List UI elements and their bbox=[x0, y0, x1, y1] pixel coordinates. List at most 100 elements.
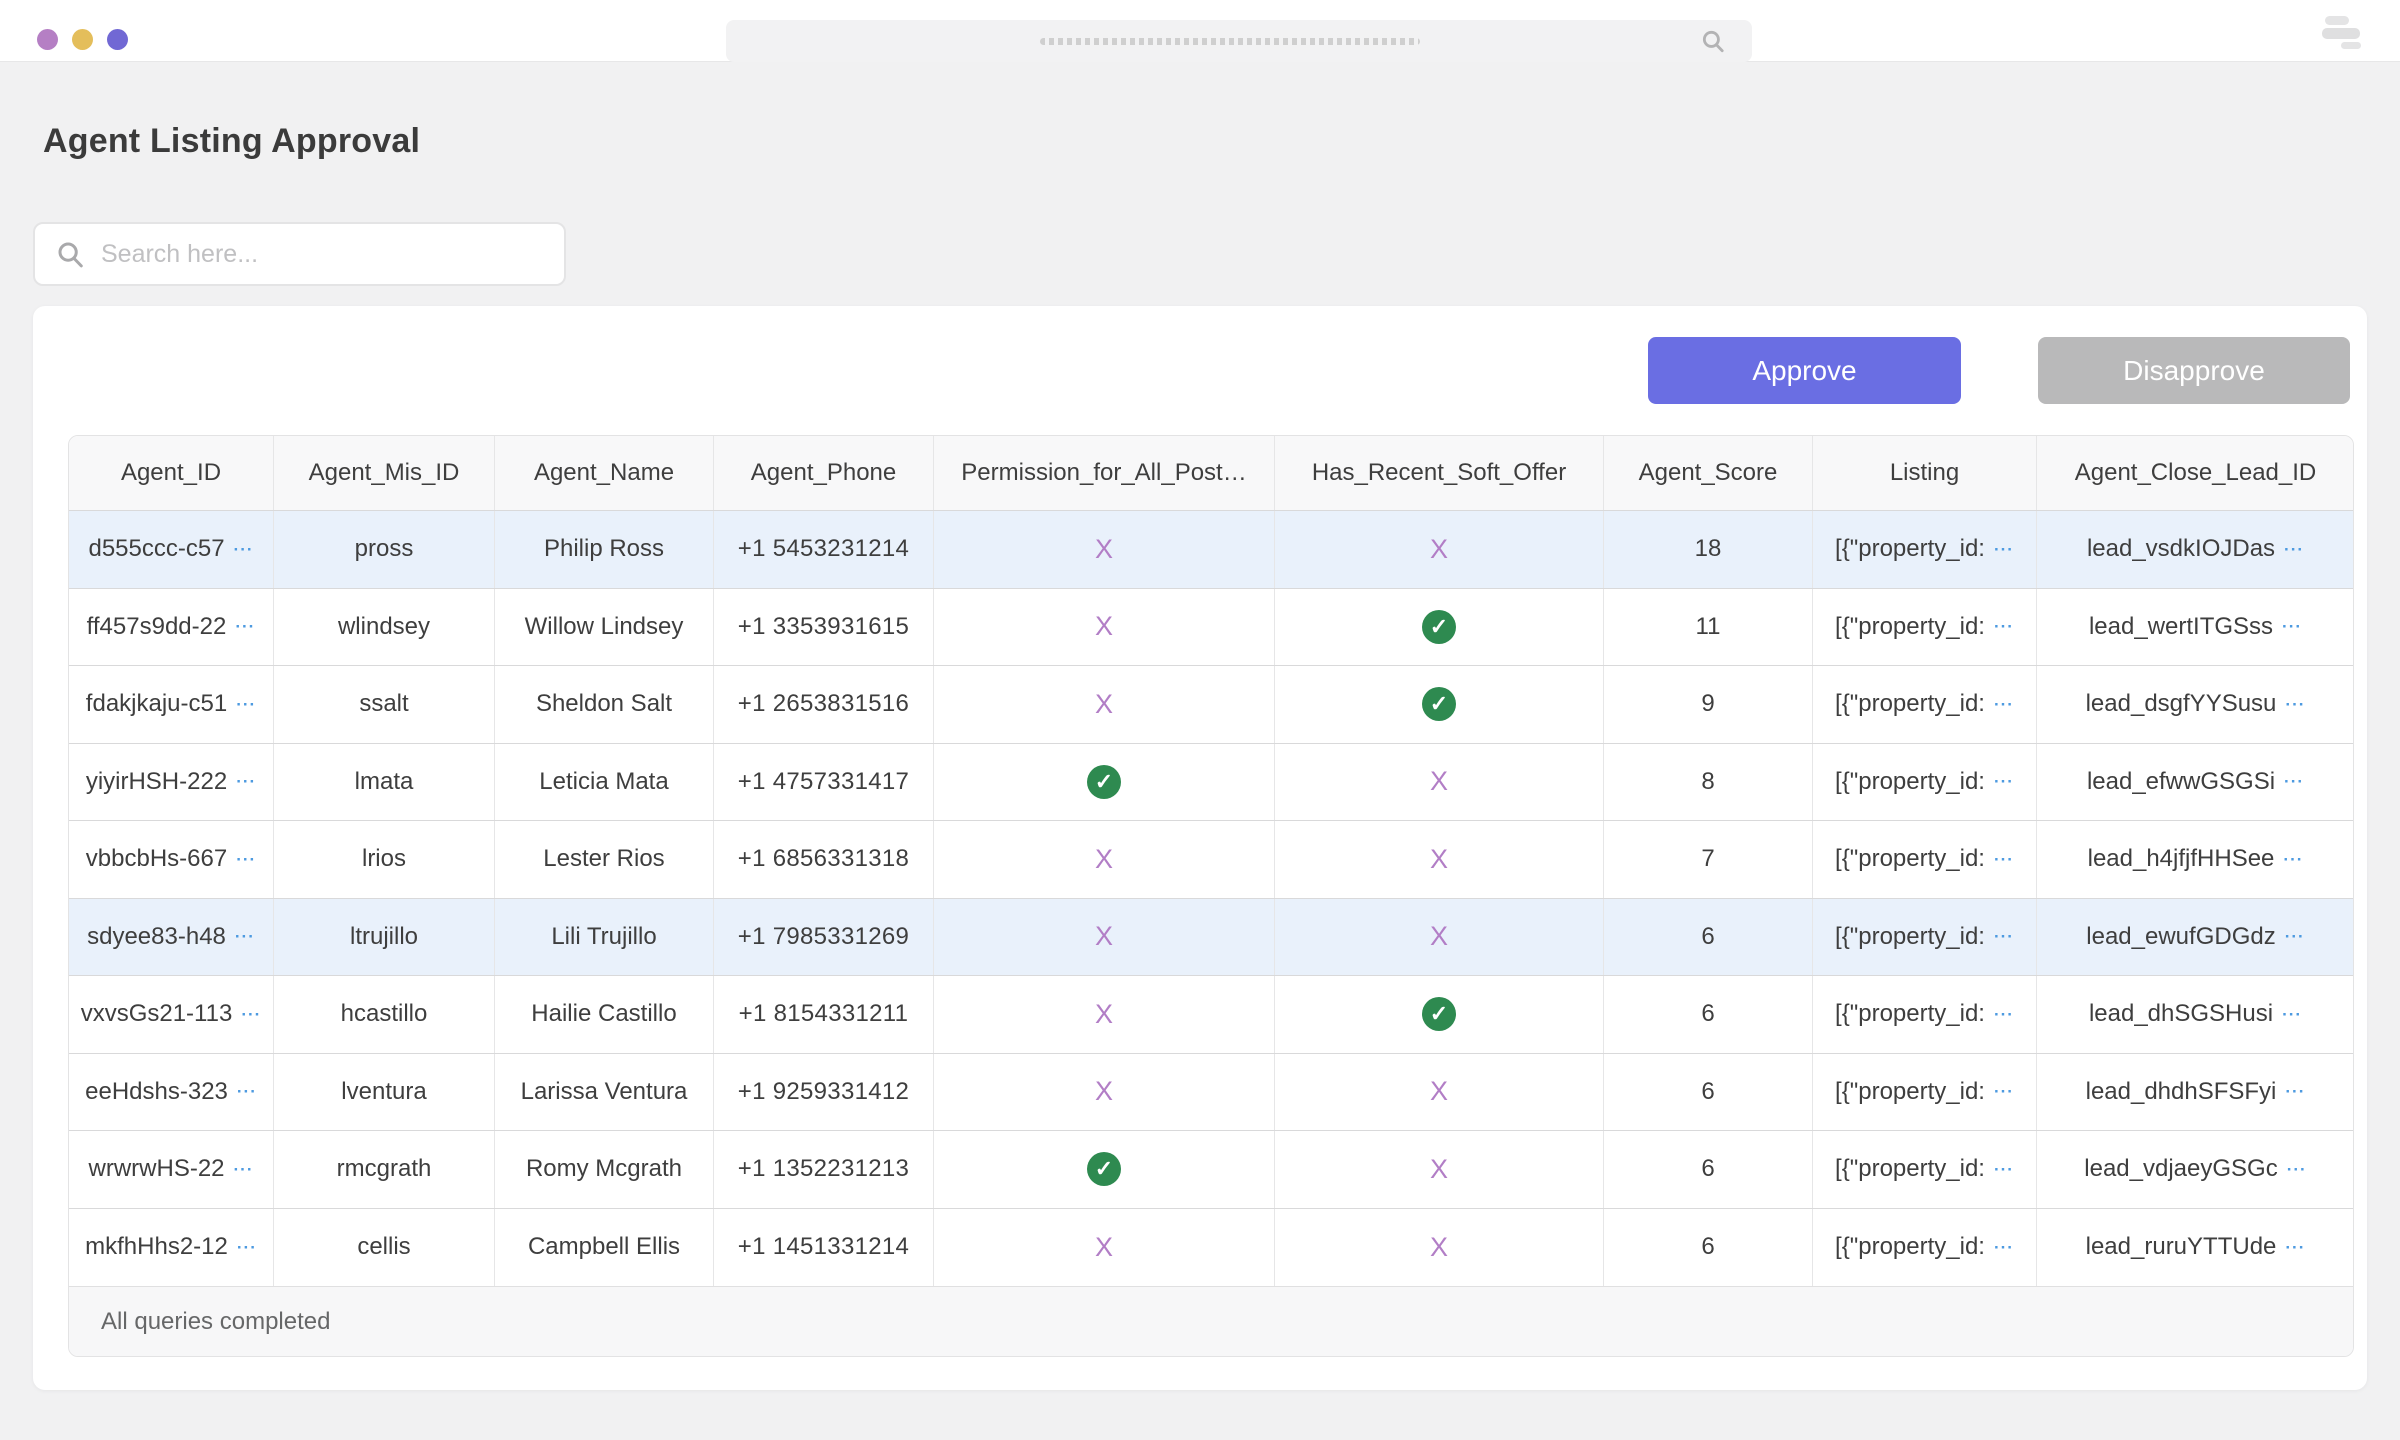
expand-ellipsis-icon[interactable]: ··· bbox=[235, 617, 256, 637]
column-header-agent-mis-id: Agent_Mis_ID bbox=[274, 436, 495, 510]
check-icon: ✓ bbox=[1087, 764, 1121, 799]
search-input[interactable] bbox=[101, 239, 544, 269]
cell-close-lead-id: lead_vdjaeyGSGc ··· bbox=[2037, 1131, 2353, 1208]
agent-id-text: d555ccc-c57 bbox=[88, 535, 225, 563]
cell-listing: [{"property_id: ··· bbox=[1813, 1131, 2037, 1208]
cell-listing: [{"property_id: ··· bbox=[1813, 666, 2037, 743]
lead-id-text: lead_ruruYTTUde bbox=[2085, 1233, 2277, 1261]
cell-soft-offer: X bbox=[1275, 1208, 1604, 1286]
expand-ellipsis-icon[interactable]: ··· bbox=[1993, 772, 2014, 792]
expand-ellipsis-icon[interactable]: ··· bbox=[236, 694, 257, 714]
expand-ellipsis-icon[interactable]: ··· bbox=[2285, 694, 2306, 714]
cell-permission: ✓ bbox=[934, 1131, 1275, 1208]
x-mark-icon: X bbox=[1094, 843, 1113, 874]
page-title: Agent Listing Approval bbox=[43, 122, 421, 160]
expand-ellipsis-icon[interactable]: ··· bbox=[2285, 1082, 2306, 1102]
cell-agent-name: Lili Trujillo bbox=[495, 898, 714, 975]
cell-agent-score: 18 bbox=[1604, 511, 1813, 588]
cell-agent-name: Lester Rios bbox=[495, 821, 714, 898]
listing-preview-text: [{"property_id: bbox=[1835, 612, 1985, 640]
expand-ellipsis-icon[interactable]: ··· bbox=[1993, 1159, 2014, 1179]
expand-ellipsis-icon[interactable]: ··· bbox=[1993, 927, 2014, 947]
x-mark-icon: X bbox=[1429, 533, 1448, 564]
cell-agent-mis-id: hcastillo bbox=[274, 976, 495, 1053]
cell-agent-id: yiyirHSH-222 ··· bbox=[69, 743, 274, 820]
table-row[interactable]: vbbcbHs-667 ··· lrios Lester Rios +1 6856331… bbox=[69, 821, 2353, 899]
browser-address-bar[interactable] bbox=[726, 20, 1752, 62]
expand-ellipsis-icon[interactable]: ··· bbox=[1993, 539, 2014, 559]
expand-ellipsis-icon[interactable]: ··· bbox=[1993, 1004, 2014, 1024]
listing-preview-text: [{"property_id: bbox=[1835, 1000, 1985, 1028]
expand-ellipsis-icon[interactable]: ··· bbox=[2284, 772, 2305, 792]
expand-ellipsis-icon[interactable]: ··· bbox=[1993, 1082, 2014, 1102]
cell-agent-score: 11 bbox=[1604, 588, 1813, 665]
x-mark-icon: X bbox=[1094, 1231, 1113, 1262]
listing-preview-text: [{"property_id: bbox=[1835, 1155, 1985, 1183]
table-row[interactable]: sdyee83-h48 ··· ltrujillo Lili Trujillo +1 7… bbox=[69, 898, 2353, 976]
cell-agent-name: Sheldon Salt bbox=[495, 666, 714, 743]
cell-agent-name: Leticia Mata bbox=[495, 743, 714, 820]
cell-agent-score: 6 bbox=[1604, 1131, 1813, 1208]
cell-agent-phone: +1 6856331318 bbox=[714, 821, 934, 898]
expand-ellipsis-icon[interactable]: ··· bbox=[2285, 1237, 2306, 1257]
expand-ellipsis-icon[interactable]: ··· bbox=[1993, 694, 2014, 714]
expand-ellipsis-icon[interactable]: ··· bbox=[1993, 1237, 2014, 1257]
expand-ellipsis-icon[interactable]: ··· bbox=[236, 772, 257, 792]
expand-ellipsis-icon[interactable]: ··· bbox=[1993, 849, 2014, 869]
expand-ellipsis-icon[interactable]: ··· bbox=[233, 1159, 254, 1179]
window-traffic-lights bbox=[37, 29, 128, 50]
table-row[interactable]: fdakjkaju-c51 ··· ssalt Sheldon Salt +1 2653… bbox=[69, 666, 2353, 744]
cell-listing: [{"property_id: ··· bbox=[1813, 821, 2037, 898]
cell-agent-id: sdyee83-h48 ··· bbox=[69, 898, 274, 975]
expand-ellipsis-icon[interactable]: ··· bbox=[241, 1004, 262, 1024]
table-row[interactable]: mkfhHhs2-12 ··· cellis Campbell Ellis +1 145… bbox=[69, 1208, 2353, 1286]
agent-id-text: yiyirHSH-222 bbox=[85, 767, 228, 795]
address-bar-search-icon bbox=[1700, 28, 1726, 59]
cell-permission: X bbox=[934, 898, 1275, 975]
cell-agent-mis-id: ssalt bbox=[274, 666, 495, 743]
search-box[interactable] bbox=[33, 222, 566, 286]
cell-agent-id: eeHdshs-323 ··· bbox=[69, 1053, 274, 1130]
agent-id-text: eeHdshs-323 bbox=[85, 1077, 228, 1105]
cell-close-lead-id: lead_dsgfYYSusu ··· bbox=[2037, 666, 2353, 743]
cell-listing: [{"property_id: ··· bbox=[1813, 588, 2037, 665]
expand-ellipsis-icon[interactable]: ··· bbox=[236, 1082, 257, 1102]
browser-topbar bbox=[0, 0, 2400, 62]
table-row[interactable]: eeHdshs-323 ··· lventura Larissa Ventura +1 … bbox=[69, 1053, 2353, 1131]
table-row[interactable]: yiyirHSH-222 ··· lmata Leticia Mata +1 47573… bbox=[69, 743, 2353, 821]
table-body: d555ccc-c57 ··· pross Philip Ross +1 5453231… bbox=[69, 511, 2353, 1286]
expand-ellipsis-icon[interactable]: ··· bbox=[236, 849, 257, 869]
table-row[interactable]: ff457s9dd-22 ··· wlindsey Willow Lindsey +1 … bbox=[69, 588, 2353, 666]
check-icon: ✓ bbox=[1422, 609, 1456, 644]
table-row[interactable]: d555ccc-c57 ··· pross Philip Ross +1 5453231… bbox=[69, 511, 2353, 589]
approve-button[interactable]: Approve bbox=[1648, 337, 1961, 404]
cell-agent-id: vxvsGs21-113 ··· bbox=[69, 976, 274, 1053]
expand-ellipsis-icon[interactable]: ··· bbox=[1993, 617, 2014, 637]
cell-agent-score: 6 bbox=[1604, 976, 1813, 1053]
expand-ellipsis-icon[interactable]: ··· bbox=[2283, 849, 2304, 869]
table-row[interactable]: wrwrwHS-22 ··· rmcgrath Romy Mcgrath +1 1352… bbox=[69, 1131, 2353, 1209]
expand-ellipsis-icon[interactable]: ··· bbox=[236, 1237, 257, 1257]
listing-preview-text: [{"property_id: bbox=[1835, 845, 1985, 873]
menu-lines-icon[interactable] bbox=[2322, 16, 2364, 49]
table-row[interactable]: vxvsGs21-113 ··· hcastillo Hailie Castillo +… bbox=[69, 976, 2353, 1054]
cell-agent-name: Romy Mcgrath bbox=[495, 1131, 714, 1208]
cell-agent-score: 8 bbox=[1604, 743, 1813, 820]
expand-ellipsis-icon[interactable]: ··· bbox=[2284, 539, 2305, 559]
expand-ellipsis-icon[interactable]: ··· bbox=[233, 539, 254, 559]
agent-id-text: mkfhHhs2-12 bbox=[85, 1233, 228, 1261]
indigo-dot bbox=[107, 29, 128, 50]
expand-ellipsis-icon[interactable]: ··· bbox=[234, 927, 255, 947]
expand-ellipsis-icon[interactable]: ··· bbox=[2282, 1004, 2303, 1024]
cell-agent-name: Larissa Ventura bbox=[495, 1053, 714, 1130]
expand-ellipsis-icon[interactable]: ··· bbox=[2282, 617, 2303, 637]
expand-ellipsis-icon[interactable]: ··· bbox=[2286, 1159, 2307, 1179]
lead-id-text: lead_vdjaeyGSGc bbox=[2084, 1155, 2278, 1183]
cell-agent-score: 9 bbox=[1604, 666, 1813, 743]
cell-listing: [{"property_id: ··· bbox=[1813, 1208, 2037, 1286]
disapprove-button[interactable]: Disapprove bbox=[2038, 337, 2350, 404]
expand-ellipsis-icon[interactable]: ··· bbox=[2284, 927, 2305, 947]
agent-id-text: wrwrwHS-22 bbox=[88, 1155, 225, 1183]
cell-soft-offer: ✓ bbox=[1275, 588, 1604, 665]
agent-id-text: vbbcbHs-667 bbox=[85, 845, 228, 873]
